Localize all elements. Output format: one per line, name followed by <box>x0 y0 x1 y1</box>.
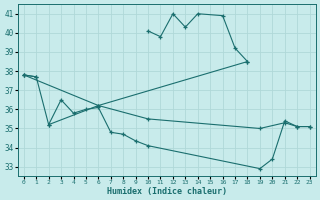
X-axis label: Humidex (Indice chaleur): Humidex (Indice chaleur) <box>107 187 227 196</box>
